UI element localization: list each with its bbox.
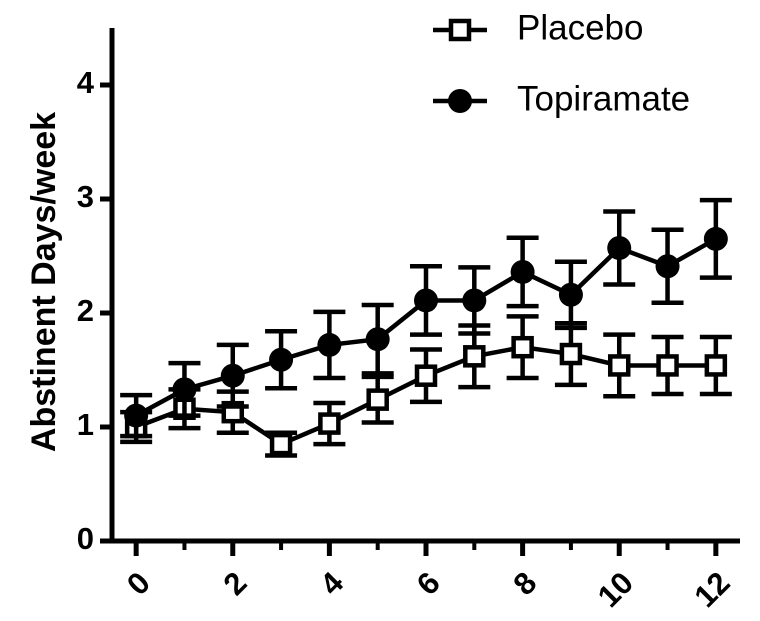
data-point (656, 354, 679, 377)
x-tick-label: 12 (687, 565, 736, 614)
data-point (559, 342, 583, 366)
series-topiramate (120, 197, 732, 439)
data-point (366, 388, 389, 411)
data-point (414, 288, 438, 313)
x-tick-label: 0 (120, 565, 157, 602)
data-point (511, 335, 534, 359)
y-tick-label: 2 (77, 293, 94, 328)
legend-entry-topiramate: Topiramate (433, 79, 690, 118)
data-point (655, 254, 680, 279)
data-point (510, 259, 535, 284)
data-point (463, 345, 486, 368)
y-tick-label: 3 (77, 179, 94, 214)
x-tick-label: 6 (410, 565, 447, 602)
data-point (124, 403, 149, 428)
x-tick-label: 10 (591, 565, 640, 614)
y-axis-title: Abstinent Days/week (25, 112, 63, 452)
data-point (462, 288, 487, 313)
legend-marker (448, 89, 472, 113)
data-point (414, 364, 438, 387)
y-tick-label: 1 (77, 407, 94, 442)
y-tick-label: 0 (77, 521, 94, 556)
legend-marker (448, 18, 472, 42)
plot-area (120, 197, 732, 458)
x-tick-label: 8 (506, 565, 543, 602)
legend: Placebo Topiramate (433, 8, 690, 118)
data-point (220, 363, 245, 388)
series-placebo (120, 314, 732, 458)
legend-entry-placebo: Placebo (433, 8, 643, 47)
data-point (269, 347, 294, 372)
data-point (703, 226, 728, 251)
data-point (607, 236, 632, 261)
data-point (365, 327, 390, 352)
data-point (318, 412, 341, 435)
y-tick-label: 4 (77, 65, 95, 100)
legend-label: Topiramate (517, 79, 690, 118)
x-tick-label: 2 (217, 565, 254, 602)
data-point (607, 354, 631, 377)
data-point (172, 377, 197, 402)
data-point (269, 432, 293, 456)
x-tick-label: 4 (313, 564, 350, 601)
legend-label: Placebo (517, 8, 643, 47)
data-point (317, 332, 342, 357)
data-point (558, 282, 583, 307)
data-point (704, 354, 728, 377)
